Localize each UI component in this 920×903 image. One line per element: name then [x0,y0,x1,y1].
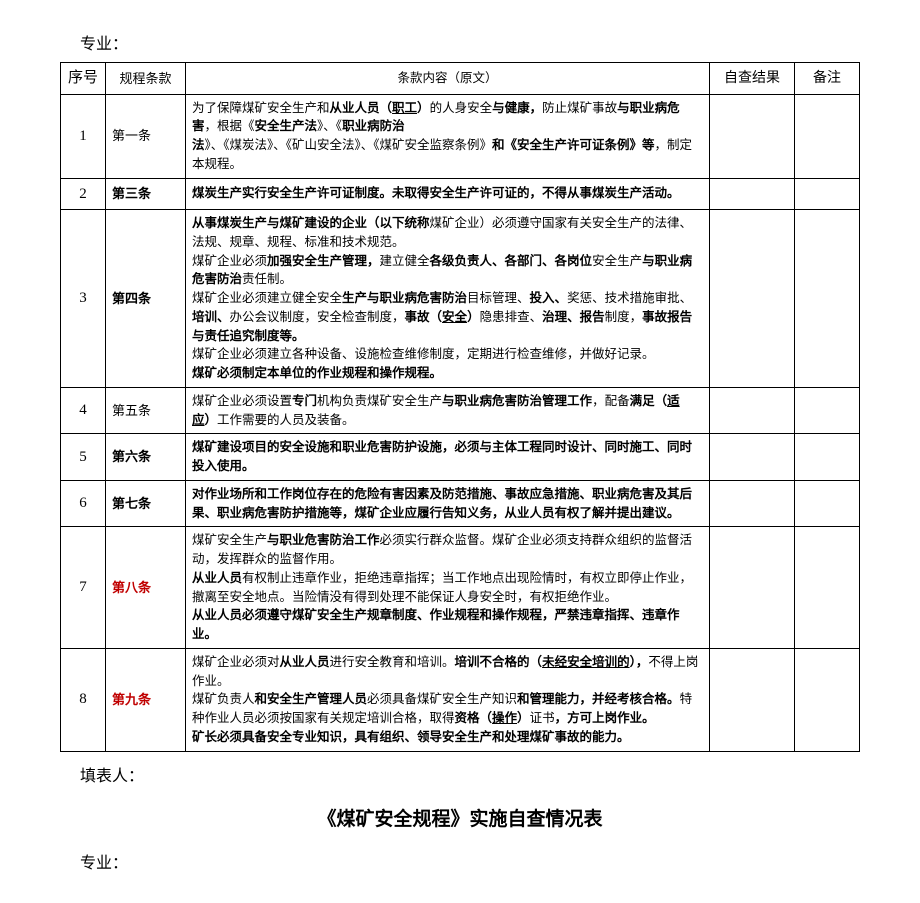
cell-rule: 第九条 [106,648,186,751]
specialty-label-top: 专业： [80,30,860,54]
cell-rule: 第五条 [106,387,186,434]
cell-content: 煤矿企业必须对从业人员进行安全教育和培训。培训不合格的（未经安全培训的），不得上… [186,648,710,751]
table-row: 7第八条煤矿安全生产与职业危害防治工作必须实行群众监督。煤矿企业必须支持群众组织… [61,527,860,649]
cell-note [795,387,860,434]
cell-seq: 3 [61,210,106,388]
cell-result [710,527,795,649]
cell-content: 煤矿建设项目的安全设施和职业危害防护设施，必须与主体工程同时设计、同时施工、同时… [186,434,710,481]
cell-content: 为了保障煤矿安全生产和从业人员（职工）的人身安全与健康，防止煤矿事故与职业病危害… [186,94,710,178]
table-row: 2第三条煤炭生产实行安全生产许可证制度。未取得安全生产许可证的，不得从事煤炭生产… [61,178,860,210]
cell-result [710,94,795,178]
cell-seq: 7 [61,527,106,649]
cell-rule: 第六条 [106,434,186,481]
header-seq: 序号 [61,63,106,95]
cell-note [795,527,860,649]
cell-content: 煤矿安全生产与职业危害防治工作必须实行群众监督。煤矿企业必须支持群众组织的监督活… [186,527,710,649]
cell-content: 煤炭生产实行安全生产许可证制度。未取得安全生产许可证的，不得从事煤炭生产活动。 [186,178,710,210]
cell-result [710,387,795,434]
table-row: 4第五条煤矿企业必须设置专门机构负责煤矿安全生产与职业病危害防治管理工作，配备满… [61,387,860,434]
table-row: 6第七条对作业场所和工作岗位存在的危险有害因素及防范措施、事故应急措施、职业病危… [61,480,860,527]
cell-seq: 6 [61,480,106,527]
cell-result [710,210,795,388]
specialty-label-bottom: 专业： [80,849,860,873]
cell-content: 从事煤炭生产与煤矿建设的企业（以下统称煤矿企业）必须遵守国家有关安全生产的法律、… [186,210,710,388]
cell-result [710,648,795,751]
cell-seq: 1 [61,94,106,178]
cell-note [795,434,860,481]
cell-note [795,94,860,178]
table-row: 3第四条从事煤炭生产与煤矿建设的企业（以下统称煤矿企业）必须遵守国家有关安全生产… [61,210,860,388]
table-row: 8第九条煤矿企业必须对从业人员进行安全教育和培训。培训不合格的（未经安全培训的）… [61,648,860,751]
bottom-title: 《煤矿安全规程》实施自查情况表 [60,804,860,831]
cell-note [795,178,860,210]
cell-result [710,480,795,527]
regulations-table: 序号 规程条款 条款内容（原文） 自查结果 备注 1第一条为了保障煤矿安全生产和… [60,62,860,752]
cell-result [710,178,795,210]
header-result: 自查结果 [710,63,795,95]
cell-note [795,648,860,751]
table-row: 5第六条煤矿建设项目的安全设施和职业危害防护设施，必须与主体工程同时设计、同时施… [61,434,860,481]
header-content: 条款内容（原文） [186,63,710,95]
cell-seq: 2 [61,178,106,210]
cell-rule: 第七条 [106,480,186,527]
filler-label: 填表人： [80,762,860,786]
cell-rule: 第四条 [106,210,186,388]
cell-rule: 第八条 [106,527,186,649]
header-row: 序号 规程条款 条款内容（原文） 自查结果 备注 [61,63,860,95]
cell-rule: 第一条 [106,94,186,178]
cell-note [795,210,860,388]
cell-rule: 第三条 [106,178,186,210]
cell-seq: 4 [61,387,106,434]
cell-seq: 5 [61,434,106,481]
cell-seq: 8 [61,648,106,751]
table-row: 1第一条为了保障煤矿安全生产和从业人员（职工）的人身安全与健康，防止煤矿事故与职… [61,94,860,178]
cell-content: 对作业场所和工作岗位存在的危险有害因素及防范措施、事故应急措施、职业病危害及其后… [186,480,710,527]
cell-note [795,480,860,527]
cell-result [710,434,795,481]
header-note: 备注 [795,63,860,95]
cell-content: 煤矿企业必须设置专门机构负责煤矿安全生产与职业病危害防治管理工作，配备满足（适应… [186,387,710,434]
header-rule: 规程条款 [106,63,186,95]
